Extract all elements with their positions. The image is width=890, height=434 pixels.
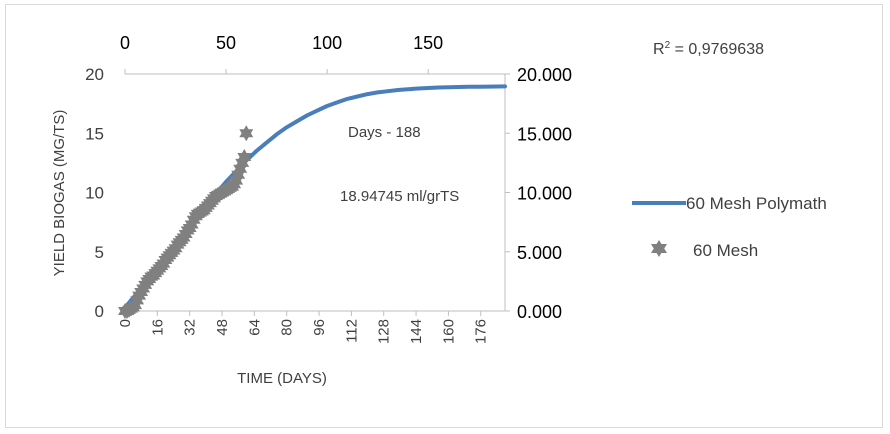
series-layer <box>118 84 507 319</box>
x-bottom-tick-label: 144 <box>408 319 425 344</box>
y-left-tick-label: 15 <box>85 124 104 143</box>
y-right-tick-label: 5.000 <box>517 243 562 263</box>
x-axis-title: TIME (DAYS) <box>237 370 327 387</box>
x-bottom-tick-label: 96 <box>311 319 328 336</box>
x-bottom-tick-label: 16 <box>149 319 166 336</box>
x-top-tick-label: 150 <box>413 33 443 53</box>
x-bottom-tick-label: 112 <box>343 319 360 343</box>
r-squared-annotation: R2 = 0,9769638 <box>653 40 764 58</box>
x-bottom-tick-label: 64 <box>246 319 263 336</box>
x-bottom-tick-label: 176 <box>473 319 490 344</box>
y-right-tick-label: 20.000 <box>517 65 572 85</box>
y-right-tick-label: 15.000 <box>517 124 572 144</box>
y-left-tick-label: 20 <box>85 65 104 84</box>
y-axis-title: YIELD BIOGAS (MG/TS) <box>51 110 68 277</box>
legend: 60 Mesh Polymath 60 Mesh <box>632 194 827 260</box>
y-left-tick-label: 0 <box>95 302 104 321</box>
x-top-tick-label: 0 <box>120 33 130 53</box>
legend-swatch-marker <box>651 240 667 257</box>
yield-annotation: 18.94745 ml/grTS <box>340 188 459 205</box>
x-bottom-tick-label: 48 <box>214 319 231 336</box>
data-point <box>239 125 254 142</box>
days-annotation: Days - 188 <box>348 124 421 141</box>
legend-label-polymath: 60 Mesh Polymath <box>686 194 827 213</box>
x-top-tick-label: 50 <box>216 33 236 53</box>
x-bottom-tick-label: 160 <box>440 319 457 344</box>
x-bottom-tick-label: 32 <box>182 319 199 336</box>
x-bottom-tick-label: 0 <box>117 319 134 327</box>
data-point <box>237 148 252 165</box>
text-layer: R2 = 0,9769638 Days - 188 18.94745 ml/gr… <box>51 40 764 387</box>
y-left-tick-label: 5 <box>95 243 104 262</box>
y-right-tick-label: 0.000 <box>517 302 562 322</box>
x-top-tick-label: 100 <box>312 33 342 53</box>
axes-layer: 0 16 32 48 64 80 96 112 128 144 160 176 0 50 100 150 0 5 1… <box>85 33 572 344</box>
legend-label-mesh: 60 Mesh <box>693 241 758 260</box>
x-bottom-tick-label: 80 <box>279 319 296 336</box>
y-left-tick-label: 10 <box>85 184 104 203</box>
y-right-tick-label: 10.000 <box>517 184 572 204</box>
x-bottom-tick-label: 128 <box>376 319 393 344</box>
chart-frame <box>5 4 883 428</box>
